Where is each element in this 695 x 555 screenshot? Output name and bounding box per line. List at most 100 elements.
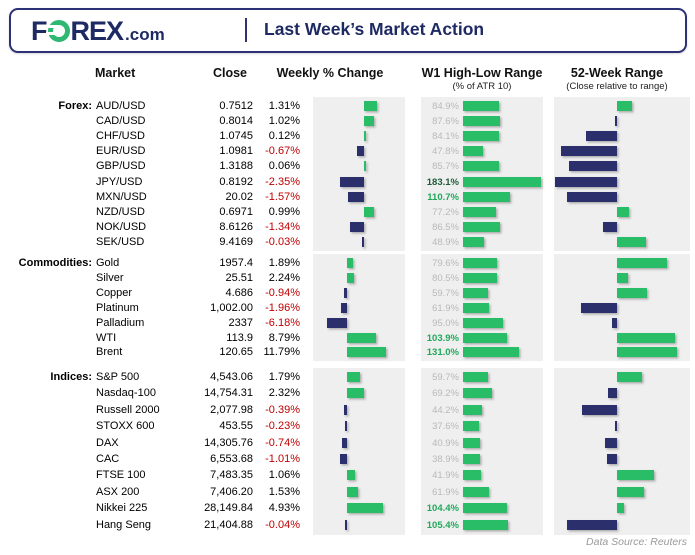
weekly-change-bar bbox=[347, 191, 364, 202]
w1-range-bar bbox=[463, 454, 480, 464]
w1-range-value: 104.4% bbox=[426, 503, 459, 515]
weekly-change-bar bbox=[340, 176, 364, 187]
52w-range-bar bbox=[603, 221, 617, 232]
w1-range-value: 105.4% bbox=[426, 519, 459, 531]
52w-range-bar bbox=[568, 161, 617, 172]
column-header-52w-range: 52-Week Range bbox=[570, 66, 664, 80]
weekly-change-bar bbox=[362, 236, 364, 247]
w1-range-value: 80.5% bbox=[432, 272, 459, 284]
column-header-market: Market bbox=[95, 66, 136, 80]
weekly-change-value: 8.79% bbox=[268, 331, 300, 344]
52w-range-bar bbox=[582, 404, 617, 415]
52w-range-bar bbox=[617, 272, 629, 283]
weekly-change-value: 1.02% bbox=[268, 115, 300, 128]
w1-range-bar bbox=[463, 176, 541, 187]
close-value: 25.51 bbox=[225, 271, 253, 284]
w1-range-value: 85.7% bbox=[432, 161, 459, 173]
column-header-weekly-change: Weekly % Change bbox=[276, 66, 384, 80]
w1-range-value: 44.2% bbox=[432, 404, 459, 416]
weekly-change-bar bbox=[343, 287, 347, 298]
52w-range-bar bbox=[607, 454, 617, 464]
market-label: Palladium bbox=[96, 316, 145, 329]
52w-range-bar bbox=[567, 191, 617, 202]
weekly-change-bar bbox=[326, 317, 347, 328]
w1-range-value: 183.1% bbox=[426, 176, 459, 188]
w1-range-bar bbox=[463, 372, 489, 382]
market-label: Russell 2000 bbox=[96, 403, 160, 416]
w1-range-bar bbox=[463, 236, 484, 247]
close-value: 6,553.68 bbox=[210, 453, 253, 465]
market-label: DAX bbox=[96, 436, 119, 449]
w1-range-value: 86.5% bbox=[432, 221, 459, 233]
52w-range-bar bbox=[617, 287, 647, 298]
weekly-change-value: 1.31% bbox=[268, 100, 300, 112]
weekly-change-value: 4.93% bbox=[268, 502, 300, 515]
w1-range-value: 61.9% bbox=[432, 302, 459, 314]
weekly-change-bar bbox=[347, 388, 364, 399]
weekly-change-value: 1.79% bbox=[268, 371, 300, 383]
section-label: Commodities: bbox=[18, 257, 92, 269]
close-value: 4.686 bbox=[225, 286, 253, 299]
52w-range-bar bbox=[617, 503, 625, 514]
weekly-change-value: -6.18% bbox=[265, 316, 300, 329]
weekly-change-value: -0.94% bbox=[265, 286, 300, 299]
52w-range-bar bbox=[561, 146, 617, 157]
close-value: 1,002.00 bbox=[210, 301, 253, 314]
w1-range-bar bbox=[463, 146, 484, 157]
market-label: EUR/USD bbox=[96, 145, 146, 158]
market-label: NZD/USD bbox=[96, 205, 145, 218]
weekly-change-value: 0.12% bbox=[268, 130, 300, 143]
52w-range-bar bbox=[608, 388, 617, 399]
weekly-change-bar bbox=[364, 161, 366, 172]
52w-range-bar bbox=[586, 131, 617, 142]
column-header-w1-range: W1 High-Low Range bbox=[421, 66, 543, 80]
weekly-change-bar bbox=[347, 258, 354, 268]
weekly-change-bar bbox=[350, 221, 364, 232]
w1-range-bar bbox=[463, 191, 511, 202]
weekly-change-bar bbox=[341, 437, 347, 448]
52w-range-panel bbox=[554, 97, 690, 251]
close-value: 120.65 bbox=[219, 346, 253, 359]
market-label: ASX 200 bbox=[96, 485, 140, 498]
logo-dotcom: .com bbox=[125, 24, 165, 44]
close-value: 20.02 bbox=[225, 190, 253, 203]
weekly-change-bar bbox=[347, 503, 383, 514]
weekly-change-value: 1.89% bbox=[268, 257, 300, 269]
close-value: 2,077.98 bbox=[210, 403, 253, 416]
close-value: 1.0745 bbox=[219, 130, 253, 143]
close-value: 21,404.88 bbox=[204, 518, 253, 531]
52w-range-bar bbox=[617, 332, 676, 343]
logo-letters-rex: REX bbox=[70, 15, 125, 46]
weekly-change-bar bbox=[347, 347, 386, 358]
market-label: Copper bbox=[96, 286, 133, 299]
w1-range-bar bbox=[463, 332, 508, 343]
close-value: 0.8014 bbox=[219, 115, 253, 128]
weekly-change-value: -0.04% bbox=[265, 518, 300, 531]
market-label: Platinum bbox=[96, 301, 139, 314]
close-value: 28,149.84 bbox=[204, 502, 253, 515]
market-label: Gold bbox=[96, 257, 120, 269]
weekly-change-value: -2.35% bbox=[265, 175, 300, 188]
w1-range-value: 47.8% bbox=[432, 146, 459, 158]
weekly-change-value: 1.53% bbox=[268, 485, 300, 498]
w1-range-value: 77.2% bbox=[432, 206, 459, 218]
market-label: S&P 500 bbox=[96, 371, 140, 383]
w1-range-bar bbox=[463, 116, 501, 127]
52w-range-bar bbox=[614, 421, 617, 432]
w1-range-value: 131.0% bbox=[426, 347, 459, 359]
52w-range-bar bbox=[617, 206, 630, 217]
header-divider bbox=[245, 18, 247, 42]
weekly-change-value: -1.96% bbox=[265, 301, 300, 314]
weekly-change-bar bbox=[364, 101, 378, 111]
w1-range-value: 38.9% bbox=[432, 454, 459, 465]
market-label: Nasdaq-100 bbox=[96, 387, 156, 400]
w1-range-bar bbox=[463, 287, 489, 298]
weekly-change-bar bbox=[344, 404, 347, 415]
weekly-change-bar bbox=[347, 486, 359, 497]
weekly-change-value: -1.34% bbox=[265, 220, 300, 233]
w1-range-bar bbox=[463, 437, 481, 448]
w1-range-value: 84.1% bbox=[432, 131, 459, 143]
market-label: Brent bbox=[96, 346, 123, 359]
close-value: 14,754.31 bbox=[204, 387, 253, 400]
